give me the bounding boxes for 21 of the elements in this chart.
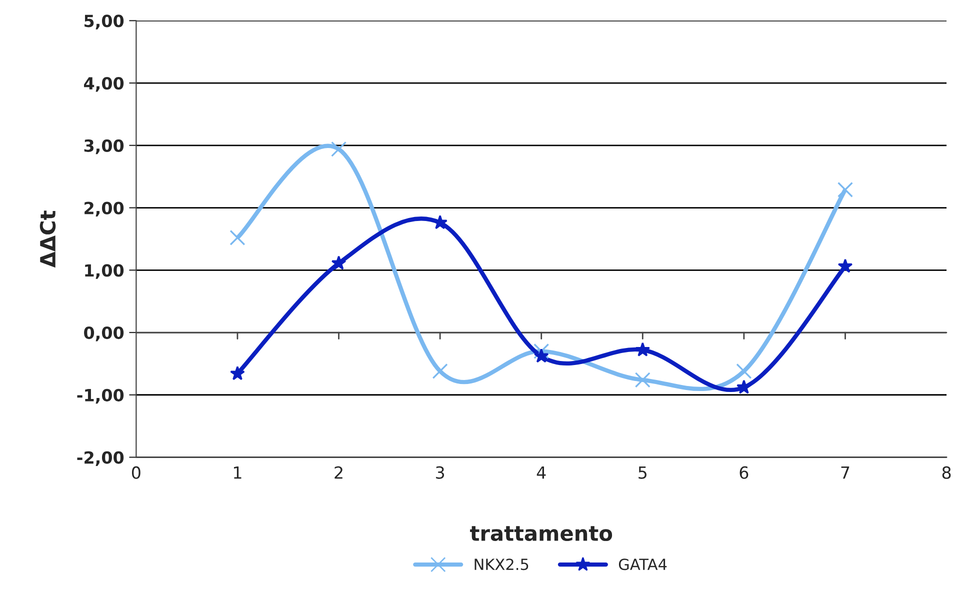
y-tick-label: -1,00 [77,388,124,404]
x-tick-label: 4 [536,466,546,479]
x-tick-label: 3 [436,466,444,479]
legend-label: GATA4 [618,558,667,570]
x-tick-label: 5 [638,466,646,479]
x-tick-label: 1 [234,466,242,479]
y-tick-label: 4,00 [84,76,124,92]
x-tick-label: 8 [942,466,951,479]
y-tick-label: 2,00 [84,202,124,216]
y-tick-label: 5,00 [84,14,124,30]
y-tick-label: -2,00 [77,451,124,466]
y-tick-label: 3,00 [84,139,124,154]
x-tick-label: 6 [740,466,748,479]
y-axis-title: ΔΔCt [40,210,56,268]
y-tick-label: 1,00 [85,264,124,279]
x-tick-label: 2 [334,466,342,479]
y-tick-label: 0,00 [84,326,124,342]
x-axis-title: trattamento [470,526,612,542]
x-tick-label: 7 [841,466,850,479]
legend-label: NKX2.5 [474,558,528,570]
x-tick-label: 0 [132,466,140,479]
